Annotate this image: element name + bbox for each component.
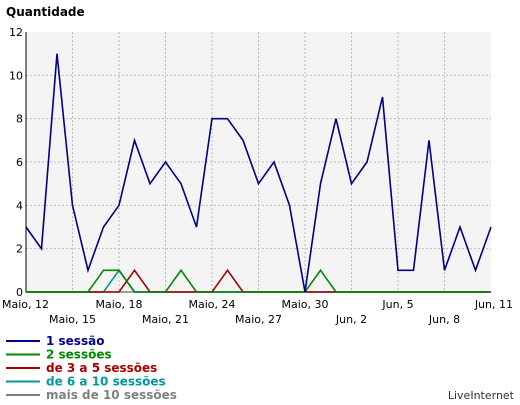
y-tick-label: 8 (16, 113, 23, 126)
x-tick-label: Maio, 12 (2, 298, 49, 311)
series-line (26, 268, 491, 293)
legend-label: 2 sessões (46, 348, 112, 362)
x-tick-label: Maio, 21 (142, 313, 189, 326)
legend-item: mais de 10 sessões (6, 388, 177, 402)
y-tick-label: 10 (9, 69, 23, 82)
legend-item: 2 sessões (6, 348, 112, 362)
x-tick-label: Maio, 24 (188, 298, 235, 311)
y-tick-label: 12 (9, 26, 23, 39)
legend-label: 1 sessão (46, 334, 104, 348)
x-tick-label: Jun, 8 (428, 313, 460, 326)
legend-item: de 3 a 5 sessões (6, 361, 157, 375)
y-tick-label: 4 (16, 199, 23, 212)
grid-lines (26, 32, 491, 292)
legend-label: mais de 10 sessões (46, 388, 177, 402)
y-tick-label: 2 (16, 243, 23, 256)
x-tick-label: Jun, 11 (474, 298, 513, 311)
y-tick-label: 0 (16, 286, 23, 299)
chart-title: Quantidade (6, 5, 85, 19)
y-tick-label: 6 (16, 156, 23, 169)
source-label: LiveInternet (448, 389, 515, 402)
x-tick-label: Maio, 15 (49, 313, 96, 326)
x-tick-label: Jun, 5 (381, 298, 413, 311)
x-tick-label: Maio, 27 (235, 313, 282, 326)
legend-item: 1 sessão (6, 334, 104, 348)
y-axis-ticks: 0 2 4 6 8 10 12 (9, 26, 23, 299)
series-lines (25, 53, 492, 293)
series-line (25, 53, 492, 293)
x-tick-label: Maio, 30 (281, 298, 328, 311)
legend-label: de 6 a 10 sessões (46, 375, 166, 389)
x-tick-label: Jun, 2 (335, 313, 367, 326)
legend-label: de 3 a 5 sessões (46, 361, 157, 375)
legend-item: de 6 a 10 sessões (6, 375, 166, 389)
x-tick-label: Maio, 18 (95, 298, 142, 311)
